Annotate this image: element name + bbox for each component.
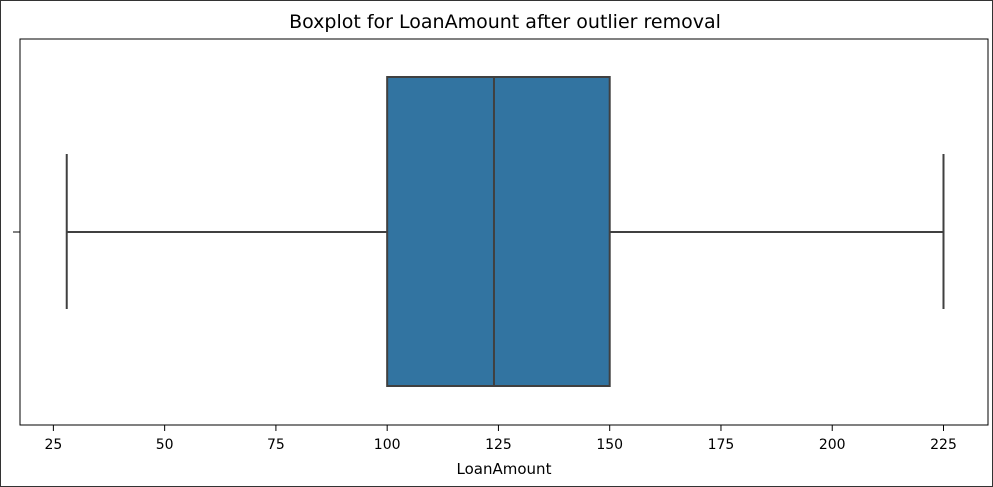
x-axis: 25 50 75 100 125 150 175 200 225 bbox=[44, 425, 957, 453]
iqr-box bbox=[386, 76, 611, 387]
x-axis-label: LoanAmount bbox=[457, 460, 552, 478]
x-tick-label: 150 bbox=[596, 437, 623, 453]
x-tick-label: 50 bbox=[156, 437, 174, 453]
x-tick-label: 75 bbox=[267, 437, 285, 453]
x-tick-label: 25 bbox=[44, 437, 62, 453]
plot-area bbox=[65, 76, 945, 387]
x-tick-label: 200 bbox=[819, 437, 846, 453]
x-tick-label: 225 bbox=[930, 437, 957, 453]
chart-title: Boxplot for LoanAmount after outlier rem… bbox=[289, 11, 721, 33]
x-tick-label: 125 bbox=[485, 437, 512, 453]
x-tick-label: 100 bbox=[374, 437, 401, 453]
x-tick-label: 175 bbox=[708, 437, 735, 453]
